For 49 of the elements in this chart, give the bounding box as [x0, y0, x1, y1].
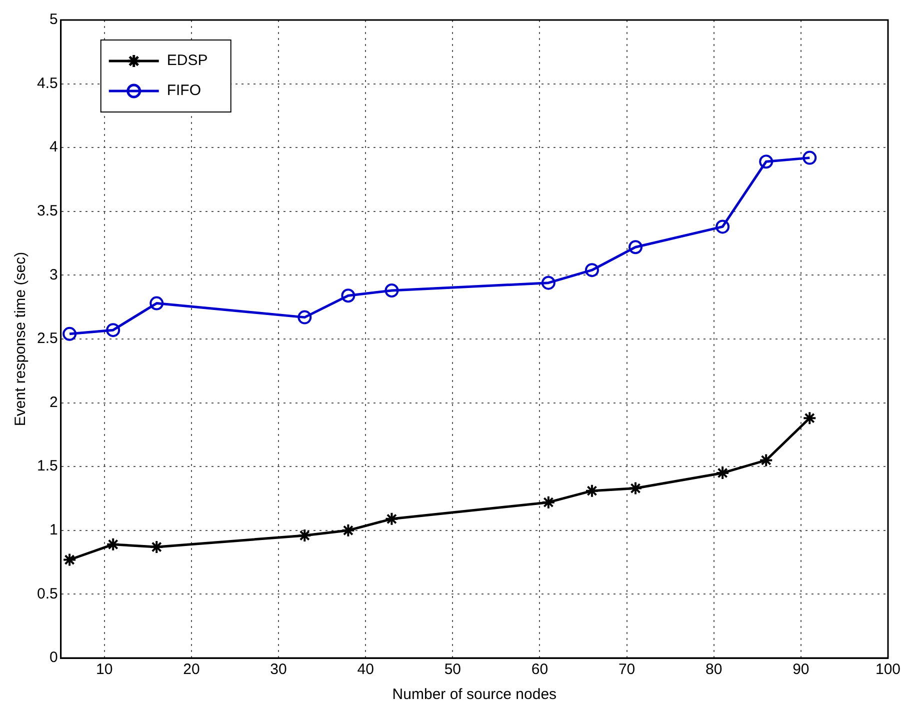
y-tick-label: 2	[50, 394, 58, 411]
point	[716, 466, 730, 480]
point	[759, 154, 774, 169]
point	[106, 323, 120, 338]
x-tick-label: 30	[270, 661, 287, 678]
y-tick-label: 0	[50, 649, 58, 666]
y-tick-label: 3	[50, 266, 58, 284]
x-tick-label: 90	[792, 661, 810, 678]
x-tick-label: 50	[444, 661, 462, 678]
legend-label: EDSP	[166, 52, 208, 70]
point	[384, 284, 399, 298]
point	[341, 288, 356, 303]
y-tick-label: 0.5	[36, 585, 58, 602]
point	[150, 540, 164, 554]
x-tick-label: 80	[706, 661, 722, 678]
x-tick-label: 20	[183, 661, 200, 678]
x-axis-title: Number of source nodes	[392, 686, 557, 704]
point	[298, 310, 312, 324]
y-tick-label: 5	[50, 11, 58, 28]
y-tick-label: 4.5	[36, 74, 58, 92]
point	[541, 276, 556, 290]
x-tick-label: 40	[357, 661, 374, 678]
y-tick-label: 2.5	[36, 330, 58, 348]
y-tick-label: 4	[50, 138, 58, 156]
point	[628, 240, 642, 254]
point	[802, 150, 817, 165]
point	[384, 512, 399, 526]
point	[759, 453, 774, 468]
x-tick-label: 100	[875, 661, 901, 678]
point	[62, 552, 77, 567]
point	[341, 523, 356, 538]
y-tick-label: 3.5	[36, 202, 58, 220]
y-tick-label: 1.5	[36, 458, 58, 475]
point	[802, 411, 817, 426]
point	[298, 528, 312, 543]
point	[150, 296, 164, 310]
point	[628, 481, 642, 496]
point	[716, 220, 730, 234]
point	[584, 484, 599, 498]
point	[541, 495, 556, 510]
legend-label: FIFO	[166, 82, 202, 100]
y-axis-title: Event response time (sec)	[12, 252, 30, 426]
x-tick-label: 70	[618, 661, 636, 678]
point	[62, 326, 77, 341]
x-tick-label: 10	[96, 661, 113, 678]
x-tick-label: 60	[531, 661, 548, 678]
point	[106, 537, 120, 552]
y-tick-label: 1	[50, 522, 58, 539]
point	[584, 263, 599, 278]
